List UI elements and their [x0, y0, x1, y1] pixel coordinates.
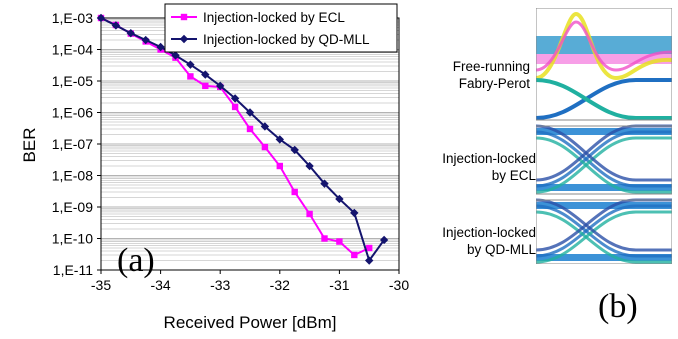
eye-caption-free-running: Free-running Fabry-Perot — [452, 59, 530, 91]
y-tick-label: 1,E-05 — [52, 73, 93, 89]
eye-diagrams — [535, 7, 673, 265]
legend: Injection-locked by ECL Injection-locked … — [164, 3, 398, 53]
eye-trace — [535, 124, 672, 182]
data-point — [202, 82, 209, 90]
data-point — [379, 235, 389, 245]
panel-label-a: (a) — [117, 242, 155, 279]
data-point — [187, 73, 194, 80]
y-tick-label: 1,E-10 — [52, 231, 93, 247]
data-point — [335, 194, 344, 204]
series-1 — [96, 13, 389, 265]
data-point — [306, 210, 313, 218]
eye-caption-qd-mll: Injection-locked by QD-MLL — [442, 225, 536, 257]
eye-rail-bottom — [536, 254, 672, 261]
eye-trace — [535, 136, 672, 194]
data-point — [245, 108, 255, 117]
eye-rail-bottom — [536, 184, 672, 191]
x-tick-label: -31 — [329, 277, 349, 293]
legend-swatch-marker — [180, 13, 188, 21]
data-point — [246, 125, 254, 133]
data-point — [366, 244, 373, 252]
data-point — [261, 143, 269, 151]
eye-trace — [535, 210, 672, 264]
data-point — [350, 208, 359, 218]
legend-swatch-marker — [179, 34, 189, 44]
eye-caption-ecl: Injection-locked by ECL — [442, 151, 536, 183]
data-point — [186, 60, 195, 69]
eye-trace — [535, 210, 672, 264]
y-tick-label: 1,E-03 — [52, 10, 93, 26]
eye-free-running — [535, 7, 673, 121]
data-point — [276, 162, 283, 170]
y-tick-label: 1,E-11 — [53, 262, 93, 278]
x-tick-label: -35 — [91, 277, 111, 293]
data-point — [230, 94, 240, 103]
x-tick-label: -32 — [270, 277, 290, 293]
y-axis: 1,E-03 1,E-04 1,E-05 1,E-06 1,E-07 1,E-08 1,E-… — [52, 10, 101, 278]
panel-label-b: (b) — [598, 288, 638, 325]
data-point — [275, 135, 284, 144]
data-point — [290, 145, 299, 155]
y-tick-label: 1,E-09 — [52, 199, 93, 215]
chart-grid — [101, 19, 399, 271]
data-point — [351, 251, 358, 259]
data-point — [156, 42, 165, 52]
eye-rail-top — [536, 202, 672, 209]
y-tick-label: 1,E-08 — [52, 168, 93, 184]
eye-trace — [535, 136, 672, 194]
data-point — [321, 235, 328, 242]
eye-trace — [535, 78, 672, 120]
data-point — [320, 179, 329, 188]
data-point — [96, 13, 106, 23]
x-axis-title: Received Power [dBm] — [164, 313, 337, 332]
eye-diagram-image — [535, 7, 673, 265]
eye-rail-top — [536, 128, 672, 135]
eye-trace — [535, 20, 673, 72]
data-point — [260, 122, 270, 131]
x-tick-label: -33 — [210, 277, 230, 293]
data-point — [201, 70, 210, 79]
data-point — [171, 51, 180, 60]
y-tick-label: 1,E-07 — [52, 136, 93, 152]
data-point — [231, 103, 239, 111]
eye-qd-mll — [535, 198, 673, 265]
eye-trace — [535, 78, 672, 120]
y-tick-label: 1,E-06 — [52, 105, 93, 121]
data-point — [126, 28, 135, 38]
data-point — [216, 81, 225, 91]
eye-ecl — [535, 124, 673, 195]
eye-trace — [535, 198, 672, 252]
data-point — [365, 256, 374, 265]
legend-entry: Injection-locked by QD-MLL — [203, 32, 370, 47]
data-point — [291, 188, 298, 196]
legend-entry: Injection-locked by ECL — [203, 10, 345, 25]
eye-noise-band — [536, 36, 672, 54]
eye-trace — [535, 124, 672, 182]
data-point — [111, 21, 121, 30]
x-tick-label: -34 — [150, 277, 170, 293]
x-tick-label: -30 — [389, 277, 409, 293]
data-point — [141, 35, 150, 45]
eye-noise-band — [536, 54, 672, 64]
data-point — [336, 238, 343, 245]
y-axis-title: BER — [20, 128, 39, 163]
y-tick-label: 1,E-04 — [52, 42, 93, 58]
x-axis: -35 -34 -33 -32 -31 -30 — [91, 270, 409, 293]
data-point — [305, 161, 314, 171]
legend-box — [164, 3, 398, 53]
series-layer — [96, 13, 389, 265]
